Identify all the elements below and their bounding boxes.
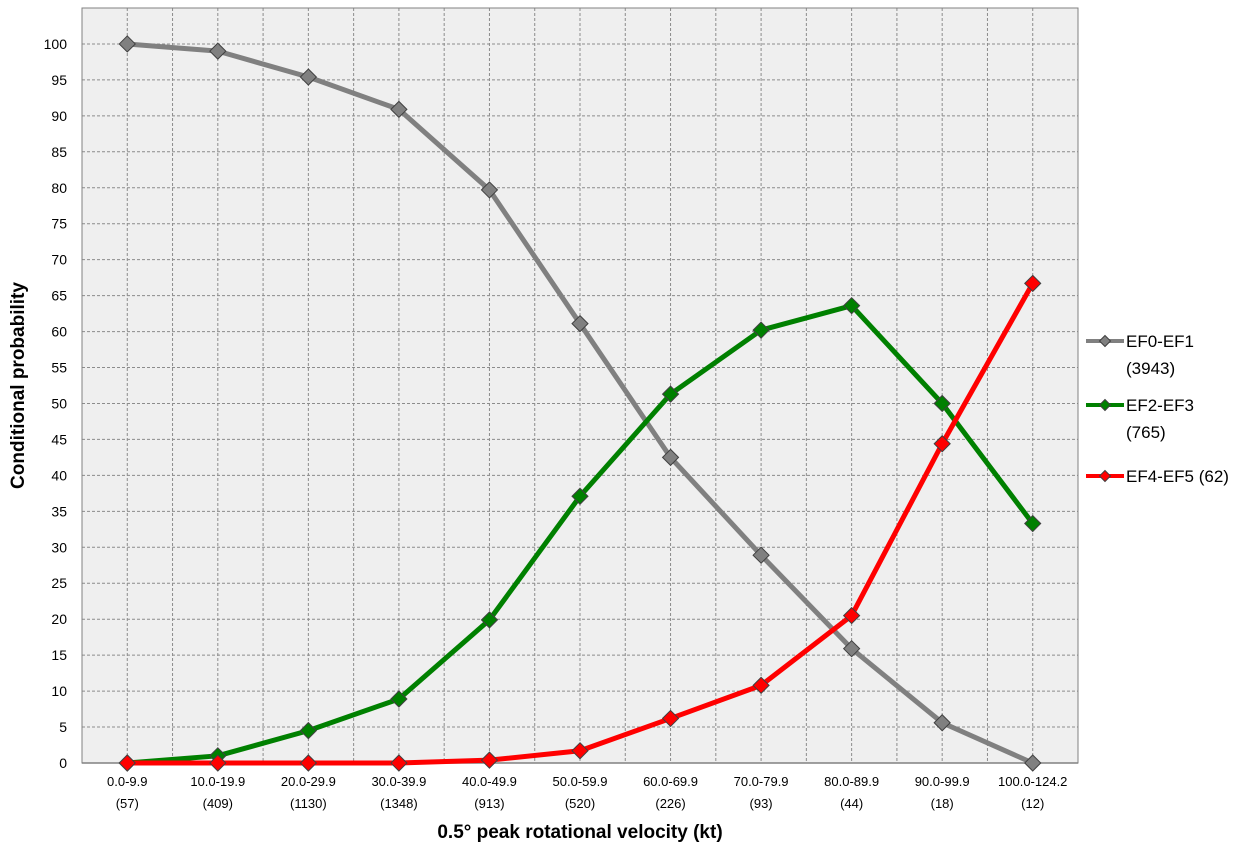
y-tick-label: 45 (51, 431, 67, 447)
x-tick-label: 90.0-99.9 (915, 774, 970, 789)
series-layer (118, 35, 1042, 772)
x-tick-count-label: (226) (655, 796, 685, 811)
legend-label: EF4-EF5 (62) (1126, 467, 1229, 486)
data-point-marker (299, 68, 318, 86)
y-tick-label: 50 (51, 395, 67, 411)
x-tick-label: 60.0-69.9 (643, 774, 698, 789)
data-point-marker (209, 754, 227, 772)
series-0 (118, 35, 1042, 772)
x-axis-title: 0.5° peak rotational velocity (kt) (437, 822, 722, 843)
data-point-marker (118, 35, 136, 53)
data-point-marker (661, 448, 680, 467)
x-tick-count-label: (44) (840, 796, 863, 811)
legend-label: (765) (1126, 423, 1166, 442)
data-point-marker (842, 606, 861, 625)
data-point-marker (571, 742, 589, 760)
data-point-marker (571, 314, 589, 333)
y-tick-label: 60 (51, 324, 67, 340)
x-tick-count-label: (409) (203, 796, 233, 811)
x-axis-ticks: 0.0-9.9 (57) 10.0-19.9 (409) 20.0-29.9 (1130)… (107, 774, 1067, 811)
x-tick-label: 20.0-29.9 (281, 774, 336, 789)
data-point-marker (299, 754, 318, 772)
data-point-marker (752, 546, 770, 564)
y-tick-label: 70 (51, 252, 67, 268)
data-point-marker (1024, 754, 1042, 772)
x-tick-count-label: (93) (750, 796, 773, 811)
legend-marker (1098, 398, 1112, 412)
data-point-marker (118, 754, 136, 772)
data-point-marker (661, 385, 680, 403)
data-point-marker (842, 296, 861, 315)
y-tick-label: 20 (51, 611, 67, 627)
y-tick-label: 100 (44, 36, 68, 52)
y-tick-label: 80 (51, 180, 67, 196)
data-point-marker (571, 487, 589, 505)
y-tick-label: 10 (51, 683, 67, 699)
x-tick-label: 40.0-49.9 (462, 774, 517, 789)
y-tick-label: 15 (51, 647, 67, 663)
data-point-marker (209, 42, 227, 60)
legend-item: EF2-EF3 (765) (1086, 396, 1194, 442)
x-tick-count-label: (1130) (290, 796, 327, 811)
y-tick-label: 75 (51, 216, 67, 232)
x-tick-label: 10.0-19.9 (190, 774, 245, 789)
y-tick-label: 0 (59, 755, 67, 771)
data-point-marker (390, 100, 408, 119)
y-tick-label: 25 (51, 575, 67, 591)
legend-item: EF4-EF5 (62) (1086, 467, 1229, 486)
legend: EF0-EF1 (3943) EF2-EF3 (765) EF4-EF5 (62) (1086, 332, 1229, 486)
x-tick-count-label: (520) (565, 796, 595, 811)
x-tick-count-label: (57) (116, 796, 139, 811)
data-point-marker (480, 611, 499, 629)
legend-item: EF0-EF1 (3943) (1086, 332, 1194, 378)
series-2 (118, 274, 1042, 772)
x-tick-label: 70.0-79.9 (734, 774, 789, 789)
x-tick-count-label: (18) (931, 796, 954, 811)
data-point-marker (390, 690, 408, 708)
y-axis-title: Conditional probability (8, 282, 29, 489)
x-tick-label: 30.0-39.9 (371, 774, 426, 789)
x-tick-label: 100.0-124.2 (998, 774, 1067, 789)
data-point-marker (752, 321, 770, 339)
y-tick-label: 5 (59, 719, 67, 735)
y-tick-label: 30 (51, 539, 67, 555)
y-tick-label: 40 (51, 467, 67, 483)
y-tick-label: 95 (51, 72, 67, 88)
data-point-marker (390, 754, 408, 772)
legend-label: EF2-EF3 (1126, 396, 1194, 415)
legend-marker (1098, 469, 1112, 483)
data-point-marker (933, 714, 951, 732)
y-tick-label: 85 (51, 144, 67, 160)
legend-marker (1098, 334, 1112, 348)
data-point-marker (661, 709, 680, 728)
y-tick-label: 55 (51, 360, 67, 376)
x-tick-count-label: (1348) (380, 796, 418, 811)
data-point-marker (933, 394, 951, 413)
legend-label: EF0-EF1 (1126, 332, 1194, 351)
data-point-marker (842, 639, 861, 658)
y-axis-ticks: 0 5 10 15 20 25 30 35 40 45 50 55 60 65 70 75 80 85 90 95 10… (44, 36, 68, 771)
y-tick-label: 90 (51, 108, 67, 124)
legend-label: (3943) (1126, 359, 1175, 378)
y-tick-label: 65 (51, 288, 67, 304)
data-point-marker (480, 751, 499, 769)
x-tick-label: 50.0-59.9 (553, 774, 608, 789)
x-tick-count-label: (12) (1021, 796, 1044, 811)
data-point-marker (299, 721, 318, 740)
x-tick-label: 0.0-9.9 (107, 774, 147, 789)
data-point-marker (1024, 274, 1042, 293)
data-point-marker (752, 676, 770, 695)
y-tick-label: 35 (51, 503, 67, 519)
data-point-marker (480, 181, 499, 199)
x-tick-count-label: (913) (474, 796, 504, 811)
x-tick-label: 80.0-89.9 (824, 774, 879, 789)
data-point-marker (933, 435, 951, 453)
data-point-marker (1024, 514, 1042, 533)
